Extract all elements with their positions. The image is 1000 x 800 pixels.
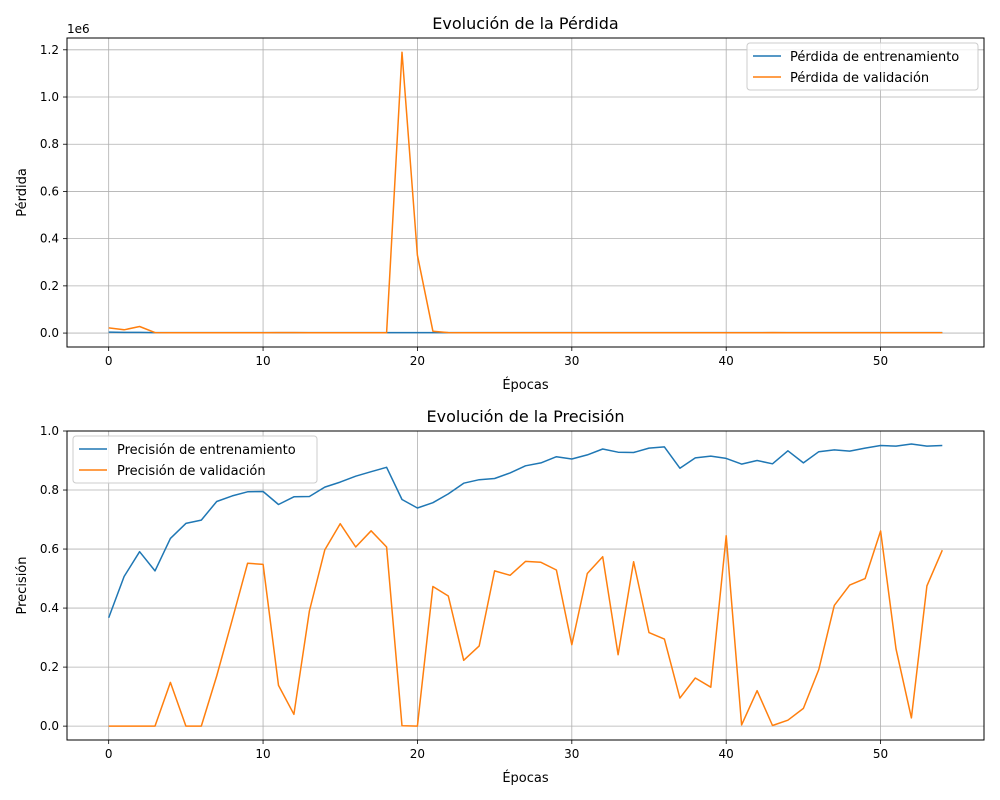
loss-series (108, 51, 943, 334)
accuracy-xtick-label: 30 (564, 747, 579, 761)
loss-ytick-label: 1.2 (40, 43, 59, 57)
loss-ytick-label: 1.0 (40, 90, 59, 104)
accuracy-ticks: 0 10 20 30 40 50 0.0 0.2 0.4 0.6 0.8 1.0 (40, 424, 888, 761)
accuracy-axes-frame (66, 430, 985, 741)
accuracy-legend: Precisión de entrenamiento Precisión de … (72, 435, 318, 484)
loss-ytick-label: 0.0 (40, 326, 59, 340)
accuracy-xlabel: Épocas (502, 770, 549, 786)
accuracy-ytick-label: 1.0 (40, 424, 59, 438)
loss-panel: Evolución de la Pérdida 1e6 0 10 20 30 40 500… (15, 14, 985, 393)
accuracy-series (107, 443, 943, 727)
loss-legend-label-train: Pérdida de entrenamiento (790, 50, 959, 65)
accuracy-xtick-label: 50 (873, 747, 888, 761)
loss-ytick-label: 0.6 (40, 184, 59, 198)
loss-xtick-label: 40 (719, 354, 734, 368)
loss-axes-frame (66, 37, 985, 348)
loss-xtick-label: 50 (873, 354, 888, 368)
accuracy-ytick-label: 0.6 (40, 542, 59, 556)
loss-offset-label: 1e6 (67, 22, 90, 36)
loss-legend: Pérdida de entrenamiento Pérdida de vali… (746, 42, 979, 91)
accuracy-ylabel: Precisión (15, 556, 30, 614)
loss-legend-label-val: Pérdida de validación (790, 71, 929, 86)
accuracy-xtick-label: 0 (105, 747, 113, 761)
loss-ticks: 0 10 20 30 40 50 0.0 0.2 0.4 0.6 0.8 1.0 1.2 (40, 43, 888, 368)
loss-title: Evolución de la Pérdida (432, 14, 618, 33)
accuracy-series-val-line (108, 522, 943, 727)
accuracy-legend-box (72, 435, 318, 484)
loss-ytick-label: 0.8 (40, 137, 59, 151)
accuracy-panel: Evolución de la Precisión 0 10 20 30 40 50 0.0… (15, 407, 985, 786)
loss-xtick-label: 0 (105, 354, 113, 368)
loss-ylabel: Pérdida (15, 168, 30, 217)
accuracy-xtick-label: 40 (719, 747, 734, 761)
accuracy-ytick-label: 0.0 (40, 719, 59, 733)
accuracy-ytick-label: 0.4 (40, 601, 59, 615)
accuracy-series-train-line (107, 443, 943, 619)
loss-series-val-line (108, 51, 943, 334)
loss-xlabel: Épocas (502, 377, 549, 393)
loss-xtick-label: 30 (564, 354, 579, 368)
loss-xtick-label: 10 (255, 354, 270, 368)
accuracy-ytick-label: 0.8 (40, 483, 59, 497)
loss-ytick-label: 0.2 (40, 279, 59, 293)
loss-ytick-label: 0.4 (40, 232, 59, 246)
loss-legend-box (746, 42, 979, 91)
accuracy-legend-label-train: Precisión de entrenamiento (117, 443, 296, 458)
accuracy-title: Evolución de la Precisión (426, 407, 624, 426)
loss-xtick-label: 20 (410, 354, 425, 368)
accuracy-xtick-label: 10 (255, 747, 270, 761)
accuracy-xtick-label: 20 (410, 747, 425, 761)
accuracy-ytick-label: 0.2 (40, 660, 59, 674)
accuracy-legend-label-val: Precisión de validación (117, 464, 266, 479)
